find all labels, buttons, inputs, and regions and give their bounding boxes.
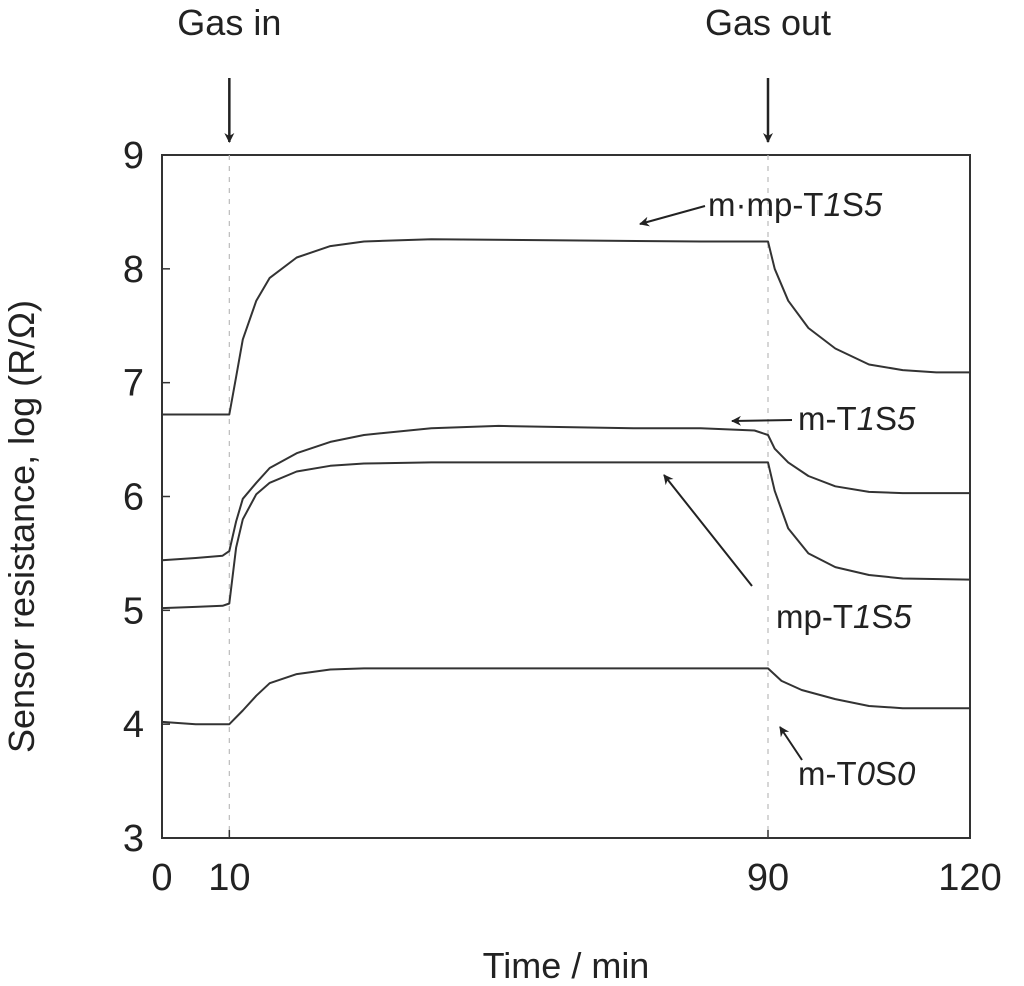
y-tick-label: 7	[123, 363, 144, 405]
y-tick-label: 5	[123, 590, 144, 632]
plot-frame	[161, 154, 971, 839]
series-label-part: m-T	[798, 755, 857, 792]
x-axis-title: Time / min	[483, 945, 650, 986]
y-tick-label: 4	[123, 704, 144, 746]
x-tick-label: 0	[151, 857, 172, 899]
y-axis-title: Sensor resistance, log (R/Ω)	[1, 300, 42, 753]
series-lines	[161, 238, 971, 726]
series-label-part: 5	[897, 400, 916, 437]
series-label-part: 1	[857, 400, 875, 437]
label-pointers	[224, 78, 803, 761]
series-label: m-T0S0	[798, 755, 916, 792]
series-label-part: 5	[864, 186, 883, 223]
series-label-arrow	[639, 205, 706, 227]
series-label-arrow	[731, 415, 793, 426]
series-label-part: 0	[857, 755, 876, 792]
series-label-part: m-T	[798, 400, 857, 437]
series-line	[161, 424, 970, 562]
series-label-part: S	[871, 598, 893, 635]
series-label: m-T1S5	[798, 400, 916, 437]
gas-event-label: Gas out	[705, 2, 831, 43]
series-label-arrow	[663, 474, 753, 587]
y-tick-label: 8	[123, 249, 144, 291]
series-label-part: 1	[853, 598, 871, 635]
series-label-part: mp-T	[776, 598, 853, 635]
gas-event-label: Gas in	[177, 2, 281, 43]
series-label-part: S	[842, 186, 864, 223]
gas-event-guides	[228, 155, 769, 838]
series-line	[162, 238, 970, 416]
series-label-arrow	[779, 726, 803, 761]
axis-ticks	[161, 154, 971, 839]
series-label-part: 0	[897, 755, 916, 792]
y-tick-label: 6	[123, 477, 144, 519]
series-label-part: 5	[893, 598, 912, 635]
series-label: mp-T1S5	[776, 598, 912, 635]
series-line	[161, 667, 970, 726]
y-tick-label: 3	[123, 818, 144, 860]
x-tick-label: 120	[938, 857, 1001, 899]
series-label-part: S	[875, 400, 897, 437]
series-label-part: m·mp-T	[708, 186, 823, 223]
series-label-part: 1	[823, 186, 841, 223]
x-tick-label: 10	[208, 857, 250, 899]
y-tick-label: 9	[123, 135, 144, 177]
series-line	[161, 461, 971, 610]
x-tick-label: 90	[747, 857, 789, 899]
series-label-part: S	[875, 755, 897, 792]
series-label: m·mp-T1S5	[708, 186, 883, 223]
